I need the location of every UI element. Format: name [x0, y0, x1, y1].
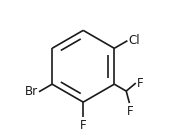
Text: F: F [80, 119, 87, 132]
Text: F: F [137, 77, 143, 90]
Text: Br: Br [25, 85, 38, 98]
Text: Cl: Cl [128, 34, 140, 47]
Text: F: F [126, 105, 133, 118]
